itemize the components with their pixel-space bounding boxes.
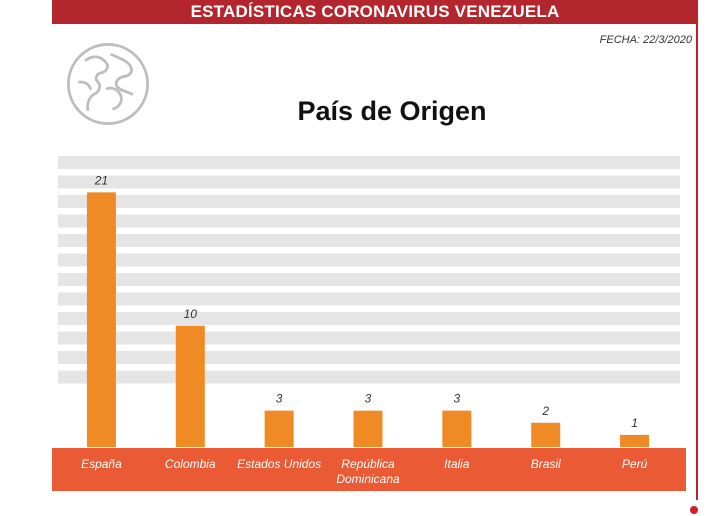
right-border bbox=[696, 0, 698, 500]
bars-layer bbox=[86, 192, 650, 447]
gridline bbox=[58, 214, 680, 228]
category-label-line: Perú bbox=[622, 457, 648, 471]
grid-layer bbox=[58, 156, 680, 384]
chart-title: País de Origen bbox=[297, 96, 487, 126]
data-label: 2 bbox=[541, 404, 549, 418]
gridline bbox=[58, 156, 680, 169]
category-label: Italia bbox=[444, 457, 470, 471]
gridline bbox=[58, 195, 680, 208]
category-band bbox=[52, 448, 686, 491]
data-label: 21 bbox=[94, 173, 108, 187]
gridline bbox=[58, 175, 680, 189]
bar bbox=[86, 192, 116, 447]
category-label-line: Estados Unidos bbox=[237, 457, 321, 471]
gridline bbox=[58, 331, 680, 345]
bar bbox=[442, 410, 472, 447]
category-label: Perú bbox=[622, 457, 648, 471]
gridline bbox=[58, 292, 680, 306]
data-label: 3 bbox=[365, 392, 372, 406]
page-header: ESTADÍSTICAS CORONAVIRUS VENEZUELA bbox=[52, 0, 698, 24]
category-label: Colombia bbox=[165, 457, 216, 471]
bar bbox=[175, 325, 205, 447]
date-label: FECHA: 22/3/2020 bbox=[599, 34, 692, 46]
gridline bbox=[58, 370, 680, 384]
category-label: República Dominicana bbox=[336, 457, 400, 486]
category-labels-layer: España Colombia Estados Unidos República Dom… bbox=[81, 457, 647, 486]
data-label: 3 bbox=[276, 392, 283, 406]
gridline bbox=[58, 234, 680, 247]
gridline bbox=[58, 312, 680, 325]
gridline bbox=[58, 351, 680, 364]
data-label: 1 bbox=[631, 416, 638, 430]
footer-dot bbox=[690, 506, 698, 514]
category-label-line: Brasil bbox=[531, 457, 561, 471]
bar bbox=[264, 410, 294, 447]
category-label: España bbox=[81, 457, 122, 471]
category-label: Estados Unidos bbox=[237, 457, 321, 471]
globe-icon bbox=[67, 43, 149, 125]
bar bbox=[531, 422, 561, 447]
gridline bbox=[58, 253, 680, 267]
data-label: 10 bbox=[184, 307, 198, 321]
data-label: 3 bbox=[454, 392, 461, 406]
category-label-line: España bbox=[81, 457, 122, 471]
bar bbox=[620, 434, 650, 447]
category-label-line: República bbox=[341, 457, 395, 471]
category-label-line: Dominicana bbox=[336, 472, 400, 486]
bar bbox=[353, 410, 383, 447]
category-label-line: Italia bbox=[444, 457, 470, 471]
category-label-line: Colombia bbox=[165, 457, 216, 471]
gridline bbox=[58, 273, 680, 286]
category-label: Brasil bbox=[531, 457, 561, 471]
